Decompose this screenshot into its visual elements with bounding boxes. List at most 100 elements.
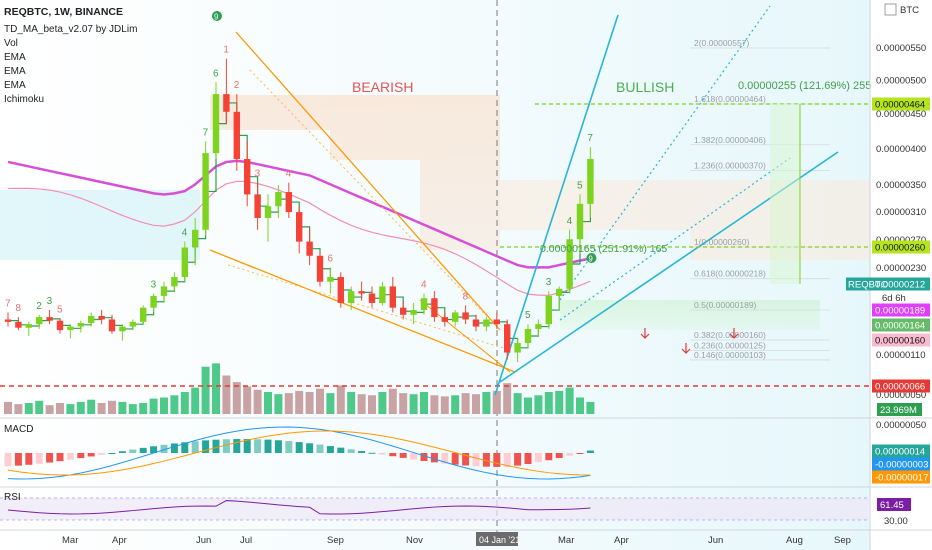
td-count: 1: [223, 45, 229, 56]
candle-body: [88, 315, 95, 324]
volume-bar: [544, 392, 553, 414]
candle-body: [379, 286, 386, 303]
time-tick: Jun: [196, 535, 211, 546]
macd-bar: [545, 453, 553, 461]
price-tag: [872, 97, 930, 111]
macd-bar: [181, 442, 189, 453]
volume-bar: [440, 396, 449, 414]
wedge-mid: [227, 264, 511, 351]
time-axis[interactable]: Mar Apr Jun Jul Sep Nov Mar Apr Jun Aug Sep: [62, 535, 851, 546]
volume-bar: [409, 394, 418, 414]
td-count: 5: [577, 180, 583, 191]
macd-bar: [566, 453, 574, 456]
down-arrow-1: [640, 328, 650, 339]
macd-tag: [872, 444, 930, 458]
td-nine-badge: [212, 11, 222, 21]
price-tick: 0.00000500: [876, 76, 926, 87]
symbol-line[interactable]: REQBTC, 1W, BINANCE: [4, 6, 123, 18]
wedge-upper: [235, 31, 501, 331]
macd-pane[interactable]: 0.00000050 0.00000014 -0.00000003 -0.000000…: [4, 420, 931, 484]
macd-bar: [337, 447, 345, 453]
time-tick: Jun: [708, 535, 723, 546]
volume-bar: [492, 390, 501, 414]
volume-bar: [378, 392, 387, 414]
volume-bar: [461, 393, 470, 414]
fib-label: 1.236(0.00000370): [694, 161, 766, 171]
td-count: 3: [546, 277, 552, 288]
macd-line: [7, 426, 591, 480]
volume-bar: [243, 386, 252, 414]
macd-bar: [212, 439, 220, 453]
wedge-lower: [209, 249, 516, 373]
candle-body: [296, 212, 303, 242]
volume-bar: [586, 401, 595, 414]
volume-bar: [253, 389, 262, 414]
indicator-1[interactable]: Vol: [4, 38, 18, 49]
gain-measure-box: [770, 104, 800, 284]
candle-body: [306, 241, 313, 256]
symbol-tag-label: REQBTC: [848, 280, 888, 291]
candle-body: [348, 291, 355, 303]
candle-body: [556, 288, 563, 296]
indicator-0[interactable]: TD_MA_beta_v2.07 by JDLim: [4, 24, 137, 35]
indicator-4[interactable]: EMA: [4, 80, 26, 91]
down-arrows: [640, 328, 739, 354]
macd-bar: [233, 439, 241, 453]
fib-label: 0.382(0.00000160): [694, 330, 766, 340]
macd-bar: [139, 447, 147, 453]
time-tick: Mar: [62, 535, 78, 546]
candle-body: [504, 324, 511, 353]
price-tag: [872, 318, 930, 332]
price-tick: 0.00000350: [876, 180, 926, 191]
volume-bar: [212, 363, 220, 414]
indicator-3[interactable]: EMA: [4, 66, 26, 77]
macd-bar: [514, 453, 522, 466]
macd-bar: [191, 441, 199, 453]
td-count: 5: [525, 310, 531, 321]
volume-bar: [472, 394, 480, 414]
td-count: 4: [182, 228, 188, 239]
macd-bar: [77, 453, 85, 459]
price-axis[interactable]: 0.00000550 0.00000500 0.00000450 0.00000400…: [846, 43, 930, 527]
candle-body: [327, 277, 334, 282]
macd-bar: [129, 449, 137, 453]
macd-bar: [254, 439, 262, 453]
macd-bar: [25, 453, 33, 465]
macd-bar: [66, 453, 74, 460]
macd-bar: [87, 453, 95, 457]
td-nine-label: 9: [588, 255, 593, 264]
price-tick: 0.00000400: [876, 144, 926, 155]
macd-bar: [430, 453, 438, 463]
time-tick: Aug: [786, 535, 803, 546]
ichimoku-cloud-left: [0, 190, 200, 260]
price-tag-label: 0.00000160: [875, 336, 925, 347]
td-count: 4: [421, 280, 427, 291]
price-tag-label: 0.00000164: [875, 321, 925, 332]
candle-body: [275, 192, 282, 207]
time-tick: Apr: [614, 535, 629, 546]
volume-bar: [139, 403, 148, 414]
price-tag-label: 0.00000212: [875, 280, 925, 291]
countdown-label: 6d 6h: [882, 293, 906, 304]
td-count: 4: [286, 169, 292, 180]
candle-body: [285, 192, 292, 213]
candle-body: [535, 324, 542, 329]
bullish-line-dotted-2: [559, 157, 791, 321]
price-tag: [872, 333, 930, 347]
price-tag: [872, 240, 930, 254]
legend[interactable]: REQBTC, 1W, BINANCE TD_MA_beta_v2.07 by …: [4, 6, 137, 105]
price-tag-label: 0.00000260: [875, 243, 925, 254]
indicator-5[interactable]: Ichimoku: [4, 94, 44, 105]
volume-bar: [388, 388, 397, 414]
candle-body: [98, 315, 105, 320]
volume-bar: [14, 404, 23, 414]
macd-bar: [534, 453, 542, 463]
ichimoku-cloud-bearish: [210, 95, 500, 250]
bearish-label: BEARISH: [352, 79, 413, 95]
down-arrow-2: [681, 343, 691, 354]
candle-body: [77, 323, 84, 327]
indicator-2[interactable]: EMA: [4, 52, 26, 63]
wedge-mid-upper: [249, 69, 501, 331]
time-tick: Apr: [112, 535, 127, 546]
